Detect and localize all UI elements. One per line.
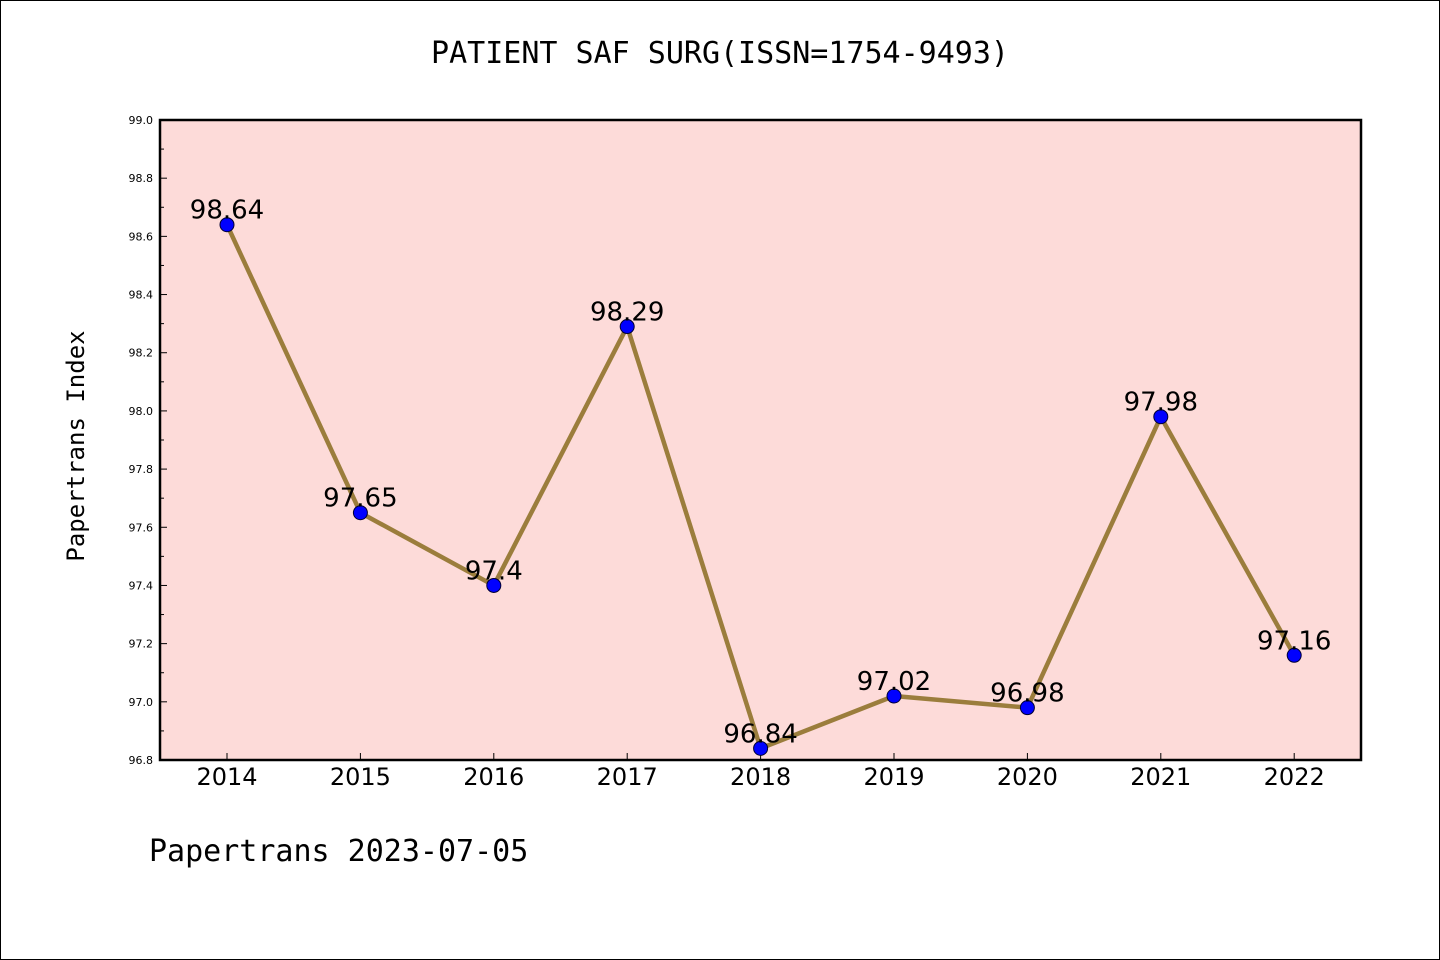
data-label: 97.4 — [465, 556, 523, 586]
chart-title: PATIENT SAF SURG(ISSN=1754-9493) — [431, 36, 1009, 71]
data-point — [1153, 409, 1169, 425]
data-label: 96.98 — [990, 679, 1064, 709]
y-tick-label: 98.2 — [129, 347, 154, 360]
x-tick-label: 2014 — [196, 763, 257, 791]
y-tick-label: 97.0 — [129, 696, 154, 709]
data-point — [753, 740, 769, 756]
data-label: 98.64 — [190, 196, 264, 226]
data-point — [486, 577, 502, 593]
x-tick-label: 2021 — [1130, 763, 1191, 791]
data-label: 97.65 — [323, 484, 397, 514]
data-point — [619, 319, 635, 335]
data-label: 96.84 — [723, 719, 797, 749]
y-tick-label: 98.8 — [129, 172, 154, 185]
y-tick-label: 97.2 — [129, 638, 154, 651]
data-point — [1286, 647, 1302, 663]
y-tick-label: 97.4 — [129, 579, 154, 592]
x-tick-label: 2019 — [863, 763, 924, 791]
y-tick-label: 97.6 — [129, 521, 154, 534]
data-points — [219, 217, 1302, 756]
footer-note: Papertrans 2023-07-05 — [149, 834, 529, 869]
data-point — [352, 505, 368, 521]
y-tick-label: 98.4 — [129, 289, 154, 302]
x-tick-label: 2018 — [730, 763, 791, 791]
y-tick-label: 98.6 — [129, 230, 154, 243]
data-label: 97.98 — [1124, 388, 1198, 418]
data-point — [886, 688, 902, 704]
plot-border — [158, 118, 1363, 762]
x-tick-label: 2020 — [997, 763, 1058, 791]
x-axis: 2014 2015 2016 2017 2018 2019 2020 2021 2022 — [196, 753, 1325, 791]
data-label: 97.16 — [1257, 626, 1331, 656]
data-label: 98.29 — [590, 298, 664, 328]
y-tick-label: 99.0 — [129, 114, 154, 127]
data-point — [1019, 700, 1035, 716]
data-point — [219, 217, 235, 233]
x-tick-label: 2022 — [1264, 763, 1325, 791]
y-tick-label: 97.8 — [129, 463, 154, 476]
y-tick-label: 98.0 — [129, 405, 154, 418]
plot-area — [160, 120, 1361, 760]
x-tick-label: 2015 — [330, 763, 391, 791]
data-labels: 98.64 97.65 97.4 98.29 96.84 97.02 96.98 97.98 9… — [190, 196, 1332, 750]
y-axis: 96.8 97.0 97.2 97.4 97.6 97.8 98.0 98.2 98.4 98.6… — [129, 114, 167, 767]
x-tick-label: 2016 — [463, 763, 524, 791]
x-tick-label: 2017 — [597, 763, 658, 791]
y-tick-label: 96.8 — [129, 754, 154, 767]
data-label: 97.02 — [857, 667, 931, 697]
